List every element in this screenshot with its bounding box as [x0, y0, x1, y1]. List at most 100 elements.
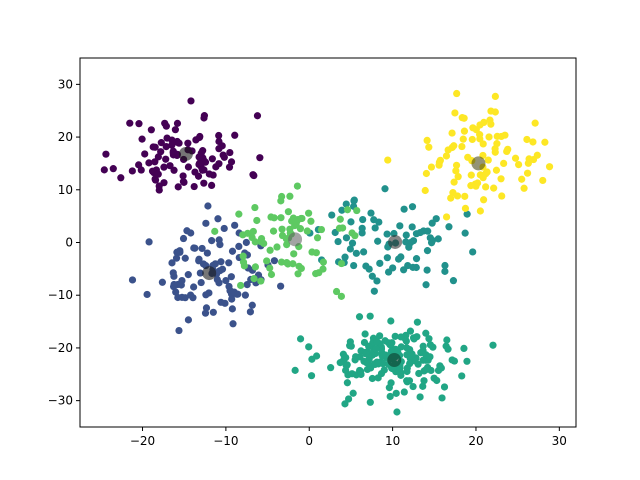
scatter-point-cluster-4 [317, 225, 326, 234]
scatter-point-cluster-5 [392, 389, 400, 397]
scatter-point-cluster-4 [343, 206, 352, 214]
scatter-point-cluster-1 [198, 166, 207, 174]
scatter-point-cluster-6 [500, 159, 508, 167]
scatter-point-cluster-4 [251, 203, 259, 212]
scatter-point-cluster-1 [184, 163, 193, 171]
scatter-point-cluster-3 [400, 205, 408, 213]
scatter-point-cluster-5 [420, 377, 428, 385]
y-tick-label: 20 [58, 130, 73, 144]
scatter-point-cluster-1 [195, 153, 203, 161]
scatter-point-cluster-6 [503, 147, 511, 156]
scatter-point-cluster-2 [184, 271, 192, 279]
scatter-point-cluster-5 [357, 367, 365, 375]
scatter-point-cluster-2 [204, 202, 212, 210]
scatter-point-cluster-3 [463, 210, 471, 218]
scatter-point-cluster-4 [257, 277, 265, 285]
scatter-point-cluster-5 [336, 359, 344, 367]
scatter-point-cluster-3 [412, 230, 421, 238]
scatter-point-cluster-4 [277, 214, 285, 222]
scatter-point-cluster-4 [332, 287, 341, 296]
scatter-point-cluster-5 [360, 338, 369, 347]
scatter-point-cluster-2 [187, 229, 195, 237]
scatter-point-cluster-1 [169, 147, 177, 155]
scatter-point-cluster-2 [235, 242, 243, 251]
scatter-point-cluster-1 [173, 119, 182, 127]
scatter-point-cluster-2 [220, 224, 228, 233]
scatter-point-cluster-5 [366, 398, 374, 406]
scatter-point-cluster-2 [186, 291, 195, 299]
scatter-point-cluster-1 [154, 170, 162, 178]
scatter-point-cluster-3 [434, 235, 442, 243]
scatter-point-cluster-2 [195, 257, 203, 265]
scatter-point-cluster-3 [423, 247, 432, 255]
scatter-point-cluster-6 [541, 138, 549, 146]
scatter-point-cluster-4 [294, 270, 302, 278]
scatter-point-cluster-6 [514, 160, 523, 169]
scatter-point-cluster-5 [381, 337, 389, 345]
scatter-point-cluster-1 [200, 112, 209, 120]
scatter-point-cluster-4 [237, 281, 245, 290]
scatter-point-cluster-3 [461, 229, 469, 237]
scatter-point-cluster-6 [476, 135, 484, 143]
scatter-point-cluster-2 [234, 290, 242, 298]
scatter-point-cluster-6 [533, 151, 541, 159]
scatter-point-cluster-5 [436, 362, 444, 370]
scatter-point-cluster-3 [367, 209, 375, 217]
scatter-point-cluster-5 [346, 338, 354, 346]
scatter-point-cluster-1 [256, 154, 264, 162]
scatter-point-cluster-2 [208, 237, 216, 245]
scatter-point-cluster-6 [468, 135, 476, 144]
scatter-point-cluster-4 [292, 220, 300, 228]
scatter-point-cluster-6 [523, 169, 532, 177]
scatter-point-cluster-4 [239, 258, 248, 266]
scatter-point-cluster-1 [126, 119, 134, 127]
scatter-point-cluster-4 [337, 292, 345, 300]
scatter-point-cluster-5 [415, 369, 423, 378]
scatter-point-cluster-2 [213, 275, 221, 284]
scatter-point-cluster-1 [191, 168, 199, 176]
scatter-point-cluster-4 [249, 227, 257, 236]
scatter-point-cluster-4 [269, 227, 278, 235]
scatter-point-cluster-3 [360, 248, 368, 256]
scatter-point-cluster-1 [219, 151, 227, 159]
scatter-point-cluster-4 [283, 240, 291, 249]
scatter-point-cluster-1 [162, 122, 170, 130]
scatter-point-cluster-6 [452, 167, 460, 175]
scatter-point-cluster-1 [205, 170, 213, 178]
scatter-point-cluster-2 [143, 290, 151, 299]
scatter-point-cluster-1 [128, 167, 136, 175]
y-tick-label: −30 [48, 394, 73, 408]
scatter-point-cluster-2 [145, 238, 153, 246]
scatter-point-cluster-3 [422, 281, 430, 289]
scatter-point-cluster-1 [179, 178, 188, 186]
scatter-point-cluster-1 [171, 126, 179, 134]
scatter-point-cluster-5 [438, 394, 446, 402]
scatter-point-cluster-5 [409, 382, 417, 391]
scatter-point-cluster-3 [346, 245, 354, 253]
scatter-point-cluster-6 [469, 124, 477, 132]
scatter-point-cluster-2 [209, 308, 217, 316]
scatter-point-cluster-5 [416, 393, 424, 401]
scatter-point-cluster-1 [135, 161, 143, 169]
scatter-point-cluster-2 [198, 244, 206, 253]
scatter-point-cluster-4 [277, 258, 286, 266]
y-tick-label: 30 [58, 77, 73, 91]
scatter-point-cluster-2 [248, 301, 256, 309]
scatter-point-cluster-4 [267, 270, 276, 279]
scatter-point-cluster-4 [307, 217, 315, 225]
scatter-point-cluster-5 [307, 372, 316, 380]
scatter-point-cluster-5 [305, 343, 313, 351]
scatter-point-cluster-6 [484, 156, 492, 164]
scatter-point-cluster-5 [364, 359, 372, 367]
scatter-point-cluster-1 [160, 163, 168, 171]
scatter-point-cluster-5 [413, 318, 422, 326]
scatter-point-cluster-3 [405, 243, 413, 251]
centroid-marker-1 [178, 146, 193, 161]
scatter-point-cluster-5 [422, 351, 430, 359]
scatter-point-cluster-1 [145, 159, 153, 167]
scatter-point-cluster-6 [492, 166, 501, 174]
scatter-point-cluster-3 [449, 277, 458, 285]
scatter-point-cluster-5 [433, 376, 441, 385]
scatter-point-cluster-6 [539, 176, 547, 185]
scatter-point-cluster-1 [151, 143, 159, 151]
